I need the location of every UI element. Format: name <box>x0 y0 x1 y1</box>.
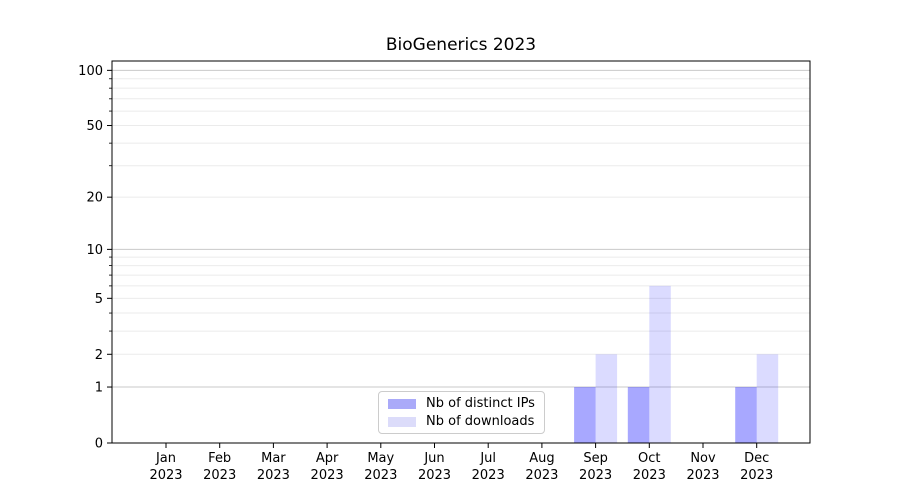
y-tick-label: 0 <box>95 437 103 452</box>
y-tick-label: 5 <box>95 292 103 307</box>
bar-distinct-ips <box>574 387 596 443</box>
x-tick-label-month: Feb <box>208 451 231 466</box>
x-tick-label-month: Aug <box>529 451 554 466</box>
y-tick-label: 1 <box>95 381 103 396</box>
x-tick-label-month: Jul <box>479 451 496 466</box>
x-tick-label-month: Nov <box>690 451 716 466</box>
x-tick-label-month: Jan <box>155 451 176 466</box>
x-tick-label-year: 2023 <box>149 468 182 483</box>
x-tick-label-year: 2023 <box>579 468 612 483</box>
plot-border <box>111 60 811 444</box>
y-tick-label: 10 <box>86 243 103 258</box>
bar-distinct-ips <box>627 387 650 443</box>
legend-item-downloads: Nb of downloads <box>388 414 535 429</box>
x-tick-label-month: Jun <box>423 451 444 466</box>
legend-label-downloads: Nb of downloads <box>426 414 535 429</box>
x-tick-label-year: 2023 <box>633 468 666 483</box>
x-tick-label-year: 2023 <box>418 468 451 483</box>
x-tick-label-year: 2023 <box>472 468 505 483</box>
legend-item-distinct-ips: Nb of distinct IPs <box>388 396 535 411</box>
x-tick-label-month: Apr <box>316 451 339 466</box>
bar-downloads <box>649 285 671 443</box>
legend-label-distinct-ips: Nb of distinct IPs <box>426 396 535 411</box>
legend-swatch-downloads <box>388 416 416 427</box>
bar-downloads <box>595 354 618 443</box>
y-tick-label: 50 <box>86 119 103 134</box>
x-tick-label-month: Dec <box>744 451 769 466</box>
x-tick-label-year: 2023 <box>686 468 719 483</box>
x-tick-label-year: 2023 <box>257 468 290 483</box>
bar-distinct-ips <box>735 387 757 443</box>
legend-box: Nb of distinct IPs Nb of downloads <box>378 391 545 434</box>
x-tick-label-year: 2023 <box>203 468 236 483</box>
x-tick-label-month: Oct <box>638 451 660 466</box>
y-tick-label: 100 <box>78 64 103 79</box>
y-tick-label: 20 <box>86 191 103 206</box>
x-tick-label-year: 2023 <box>311 468 344 483</box>
x-tick-label-month: May <box>367 451 394 466</box>
chart-title: BioGenerics 2023 <box>385 35 537 55</box>
bar-downloads <box>756 354 779 443</box>
y-tick-label: 2 <box>95 348 103 363</box>
x-tick-label-year: 2023 <box>740 468 773 483</box>
x-tick-label-year: 2023 <box>525 468 558 483</box>
x-tick-label-month: Sep <box>583 451 608 466</box>
x-tick-label-month: Mar <box>261 451 286 466</box>
x-tick-label-year: 2023 <box>364 468 397 483</box>
legend-swatch-distinct-ips <box>388 398 416 409</box>
